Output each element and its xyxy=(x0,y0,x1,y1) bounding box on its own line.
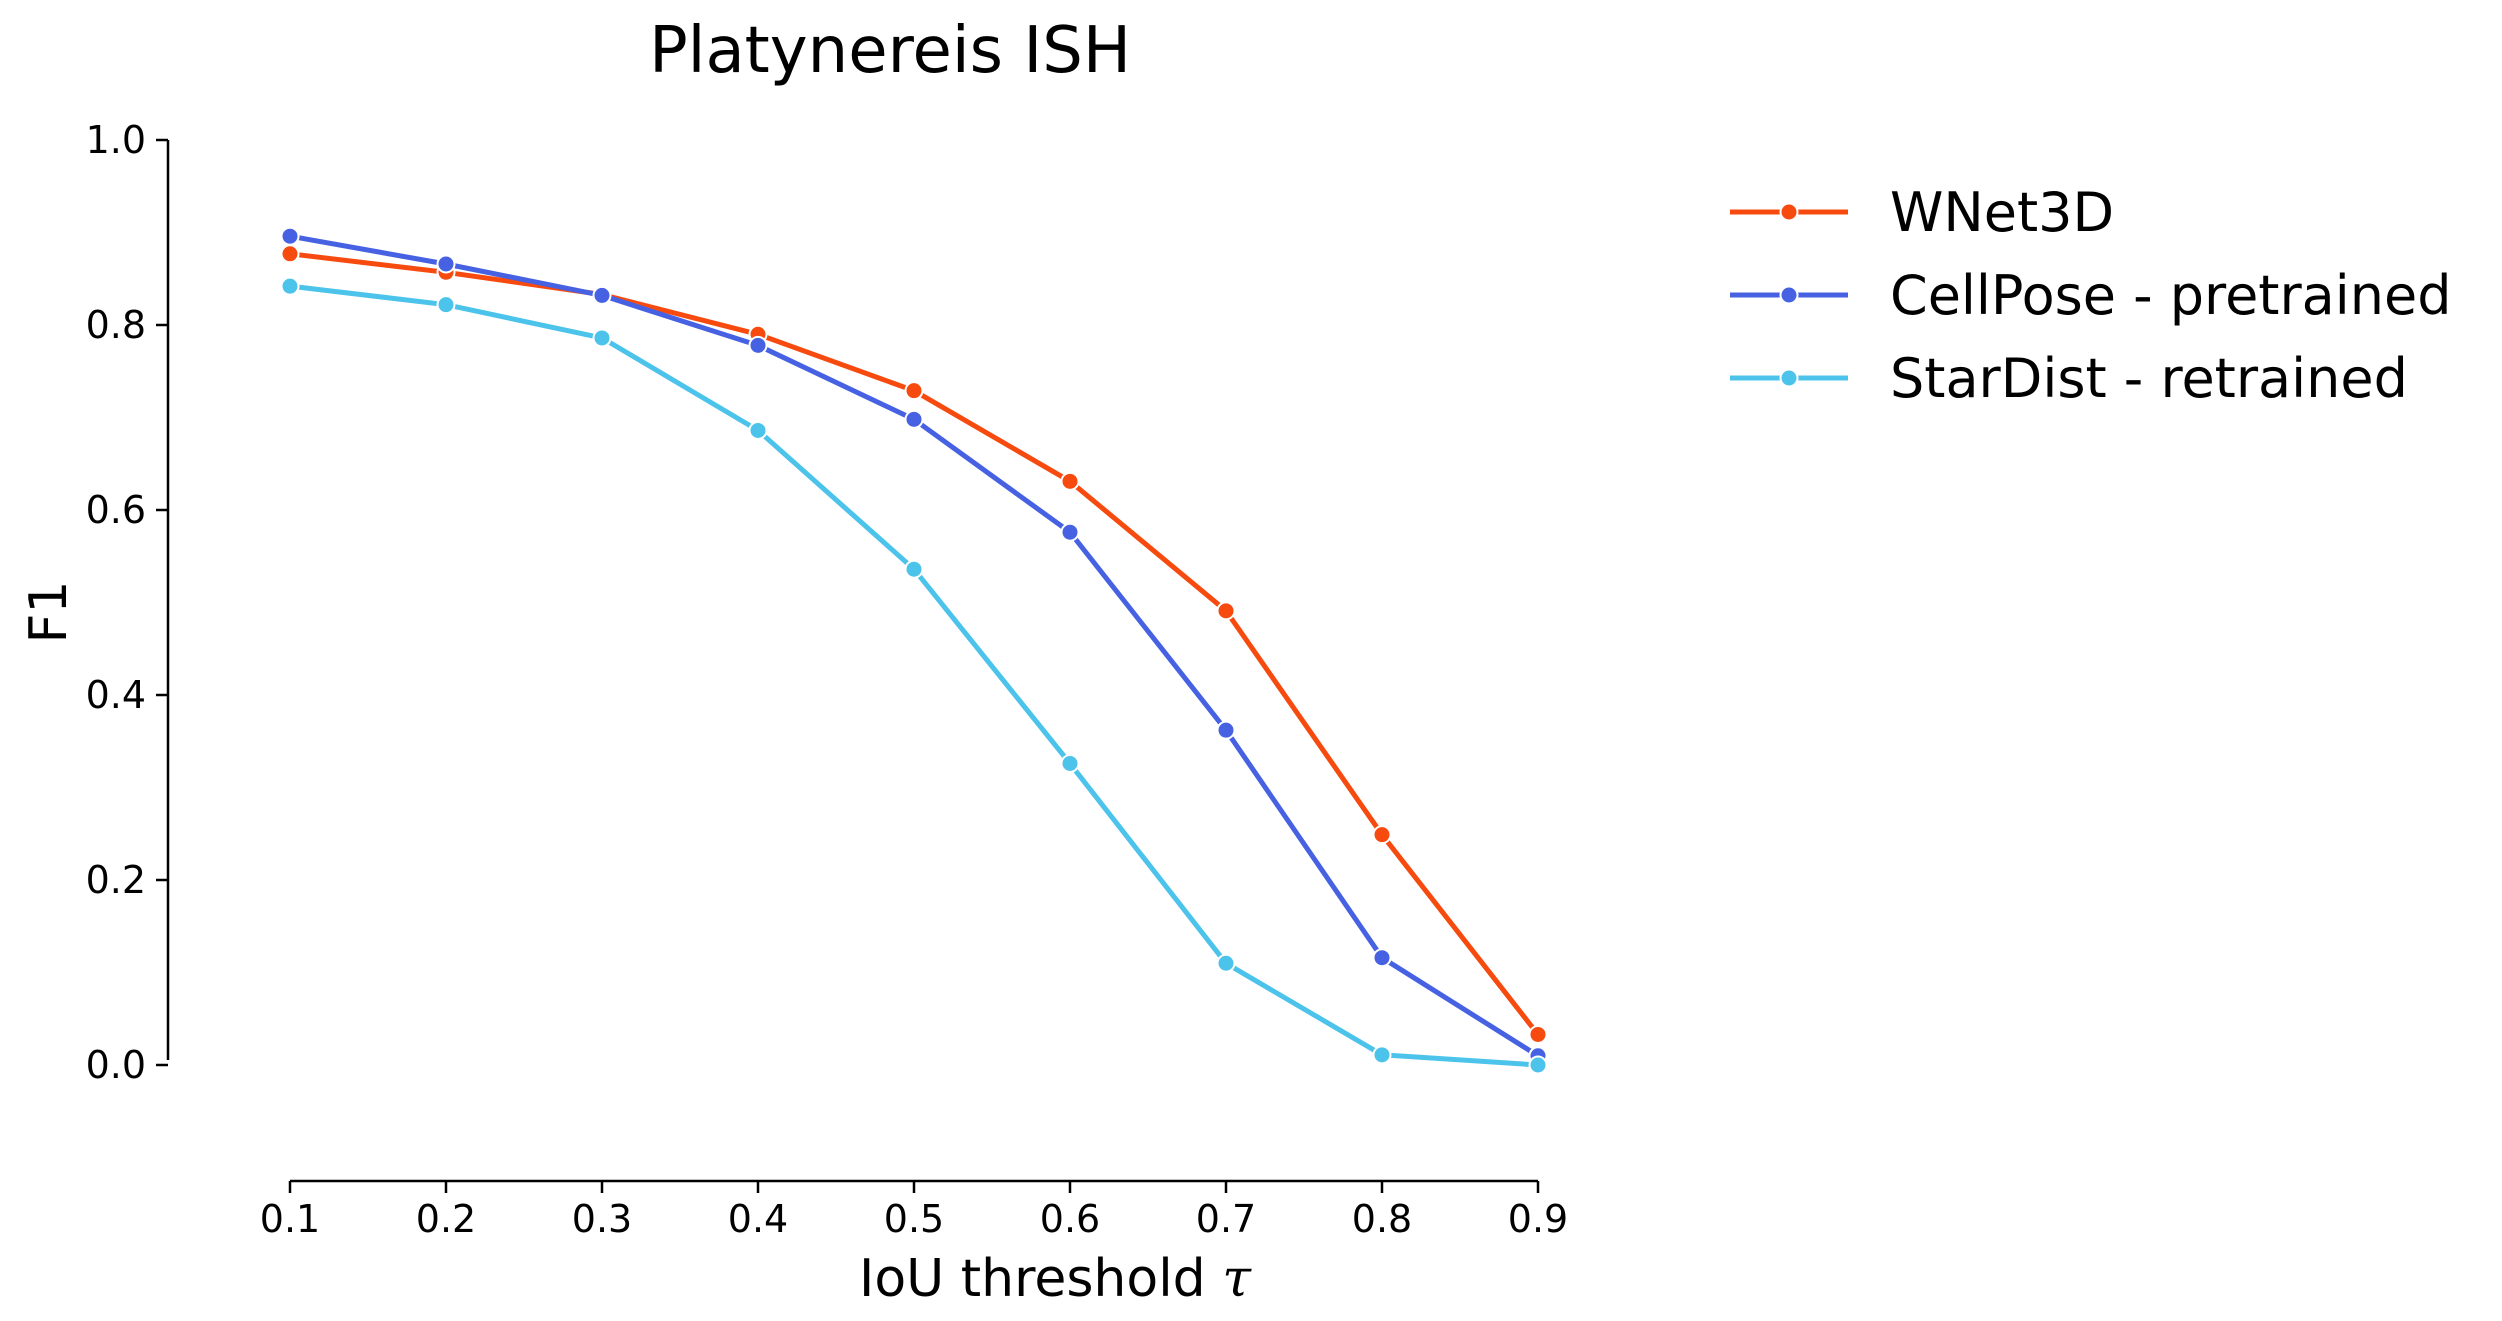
legend: WNet3D CellPose - pretrained StarDist - re… xyxy=(1730,181,2452,410)
data-point xyxy=(592,328,612,348)
data-point xyxy=(436,295,456,315)
legend-label: CellPose - pretrained xyxy=(1890,264,2452,327)
data-point xyxy=(1372,1045,1392,1065)
legend-item: StarDist - retrained xyxy=(1730,347,2408,410)
data-point xyxy=(1372,948,1392,968)
legend-label: WNet3D xyxy=(1890,181,2114,244)
x-axis-title-text: IoU threshold xyxy=(859,1249,1206,1309)
data-point xyxy=(1216,720,1236,740)
x-tick-label: 0.4 xyxy=(728,1197,788,1241)
data-point xyxy=(748,420,768,440)
series-line xyxy=(287,251,1541,1037)
data-point xyxy=(1216,601,1236,621)
series-line xyxy=(287,233,1541,1059)
x-axis-title: IoU threshold τ xyxy=(859,1249,1252,1309)
data-point xyxy=(1528,1024,1548,1044)
legend-marker xyxy=(1779,202,1799,222)
x-tick-label: 0.7 xyxy=(1196,1197,1256,1241)
legend-item: WNet3D xyxy=(1730,181,2114,244)
y-axis-title: F1 xyxy=(19,581,79,644)
x-axis-title-symbol: τ xyxy=(1222,1249,1252,1309)
chart-title: Platynereis ISH xyxy=(649,14,1131,88)
series-2 xyxy=(280,276,1548,1075)
data-point xyxy=(904,381,924,401)
x-tick-label: 0.3 xyxy=(572,1197,632,1241)
legend-marker xyxy=(1779,285,1799,305)
data-point xyxy=(280,226,300,246)
y-tick-label: 1.0 xyxy=(86,118,146,162)
x-tick-label: 0.2 xyxy=(416,1197,476,1241)
x-tick-label: 0.6 xyxy=(1040,1197,1100,1241)
data-point xyxy=(280,244,300,264)
data-point xyxy=(904,559,924,579)
data-point xyxy=(1528,1055,1548,1075)
y-tick-label: 0.2 xyxy=(86,858,146,902)
legend-marker xyxy=(1779,368,1799,388)
series-line xyxy=(287,283,1541,1068)
y-tick-label: 0.8 xyxy=(86,303,146,347)
data-point xyxy=(748,335,768,355)
x-tick-label: 0.9 xyxy=(1508,1197,1568,1241)
y-tick-label: 0.0 xyxy=(86,1043,146,1087)
y-tick-label: 0.6 xyxy=(86,488,146,532)
x-tick-label: 0.1 xyxy=(260,1197,320,1241)
data-point xyxy=(1216,953,1236,973)
x-ticks: 0.1 0.2 0.3 0.4 0.5 0.6 0.7 0.8 0.9 xyxy=(260,1181,1568,1241)
data-point xyxy=(592,285,612,305)
x-tick-label: 0.5 xyxy=(884,1197,944,1241)
data-point xyxy=(436,254,456,274)
legend-item: CellPose - pretrained xyxy=(1730,264,2452,327)
y-ticks: 0.0 0.2 0.4 0.6 0.8 1.0 xyxy=(86,118,168,1087)
data-point xyxy=(280,276,300,296)
series-1 xyxy=(280,226,1548,1066)
data-point xyxy=(904,409,924,429)
series-layer xyxy=(280,226,1548,1075)
data-point xyxy=(1060,753,1080,773)
data-point xyxy=(1060,522,1080,542)
data-point xyxy=(1372,825,1392,845)
legend-label: StarDist - retrained xyxy=(1890,347,2408,410)
x-tick-label: 0.8 xyxy=(1352,1197,1412,1241)
data-point xyxy=(1060,471,1080,491)
y-tick-label: 0.4 xyxy=(86,673,146,717)
